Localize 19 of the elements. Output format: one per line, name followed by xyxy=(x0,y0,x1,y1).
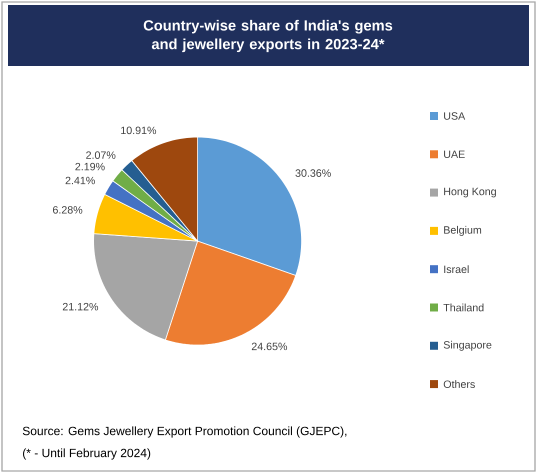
source-note: Source: Gems Jewellery Export Promotion Council (GJEPC), xyxy=(22,426,346,438)
data-label: 2.19% xyxy=(75,162,105,170)
legend-label: Israel xyxy=(444,265,469,274)
legend-label: Others xyxy=(444,380,475,388)
chart-title: Country-wise share of India's gems and jewellery exports in 2023-24* xyxy=(144,20,392,52)
legend-label: Singapore xyxy=(444,340,492,351)
legend-label: Thailand xyxy=(443,304,484,312)
data-label: 24.65% xyxy=(252,342,288,350)
data-label: 6.28% xyxy=(53,206,82,214)
data-label: 21.12% xyxy=(62,302,98,310)
data-label: 10.91% xyxy=(121,126,156,134)
legend-label: Belgium xyxy=(444,226,482,236)
data-label: 30.36% xyxy=(295,169,331,177)
data-label: 2.41% xyxy=(66,176,95,184)
text: (* - Until February 2024) xyxy=(23,448,150,460)
legend-label: USA xyxy=(444,112,466,120)
legend-label: Hong Kong xyxy=(444,188,496,198)
legend-label: UAE xyxy=(444,150,465,158)
data-label: 2.07% xyxy=(86,151,116,159)
